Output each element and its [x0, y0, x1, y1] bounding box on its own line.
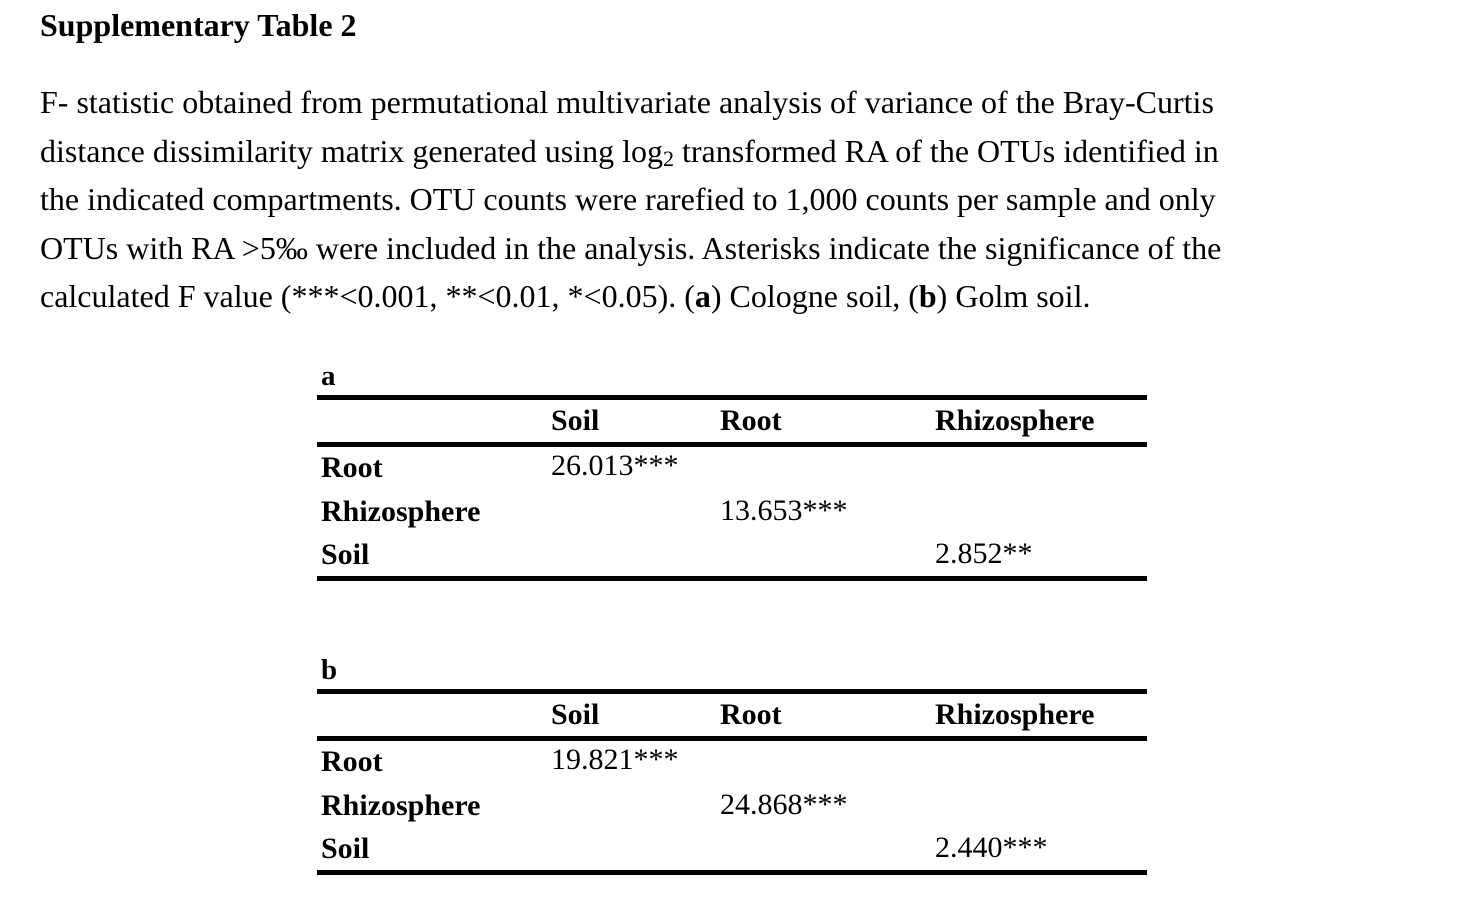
column-header-rhizosphere: Rhizosphere — [935, 698, 1095, 731]
caption-text: calculated F value (***<0.001, **<0.01, … — [40, 278, 695, 314]
document-title: Supplementary Table 2 — [40, 7, 357, 43]
caption-bold-a: a — [694, 278, 711, 314]
table-cell: 2.440*** — [935, 831, 1048, 864]
table-cell: 2.852** — [935, 537, 1033, 570]
table-top-rule — [317, 395, 1147, 400]
panel-label-b: b — [321, 654, 338, 686]
row-label-root: Root — [321, 451, 383, 484]
column-header-soil: Soil — [551, 404, 600, 437]
row-label-rhizosphere: Rhizosphere — [321, 789, 481, 822]
caption-text: transformed RA of the OTUs identified in — [673, 132, 1219, 169]
caption-text: distance dissimilarity matrix generated … — [40, 132, 663, 169]
table-a: Soil Root Rhizosphere Root 26.013*** Rhi… — [317, 395, 1147, 585]
table-b: Soil Root Rhizosphere Root 19.821*** Rhi… — [317, 689, 1147, 879]
row-label-soil: Soil — [321, 538, 370, 571]
table-cell: 26.013*** — [551, 449, 679, 482]
table-caption: F- statistic obtained from permutational… — [40, 78, 1440, 321]
row-label-rhizosphere: Rhizosphere — [321, 495, 481, 528]
caption-line: OTUs with RA >5‰ were included in the an… — [40, 229, 1222, 266]
row-label-soil: Soil — [321, 832, 370, 865]
caption-line: distance dissimilarity matrix generated … — [40, 127, 1440, 176]
panel-label-a: a — [321, 360, 336, 392]
caption-line: calculated F value (***<0.001, **<0.01, … — [40, 272, 1440, 321]
table-cell: 19.821*** — [551, 743, 679, 776]
row-label-root: Root — [321, 745, 383, 778]
caption-text: ) Cologne soil, ( — [710, 278, 919, 314]
caption-bold-b: b — [918, 278, 937, 314]
table-top-rule — [317, 689, 1147, 694]
caption-line: the indicated compartments. OTU counts w… — [40, 181, 1216, 217]
table-bottom-rule — [317, 870, 1147, 875]
column-header-root: Root — [720, 404, 782, 437]
caption-subscript: 2 — [662, 145, 674, 171]
column-header-soil: Soil — [551, 698, 600, 731]
table-cell: 24.868*** — [720, 788, 848, 821]
table-cell: 13.653*** — [720, 494, 848, 527]
column-header-root: Root — [720, 698, 782, 731]
table-header-rule — [317, 442, 1147, 447]
table-header-rule — [317, 736, 1147, 741]
table-bottom-rule — [317, 576, 1147, 581]
caption-line: F- statistic obtained from permutational… — [40, 84, 1214, 120]
caption-text: ) Golm soil. — [936, 278, 1091, 314]
column-header-rhizosphere: Rhizosphere — [935, 404, 1095, 437]
